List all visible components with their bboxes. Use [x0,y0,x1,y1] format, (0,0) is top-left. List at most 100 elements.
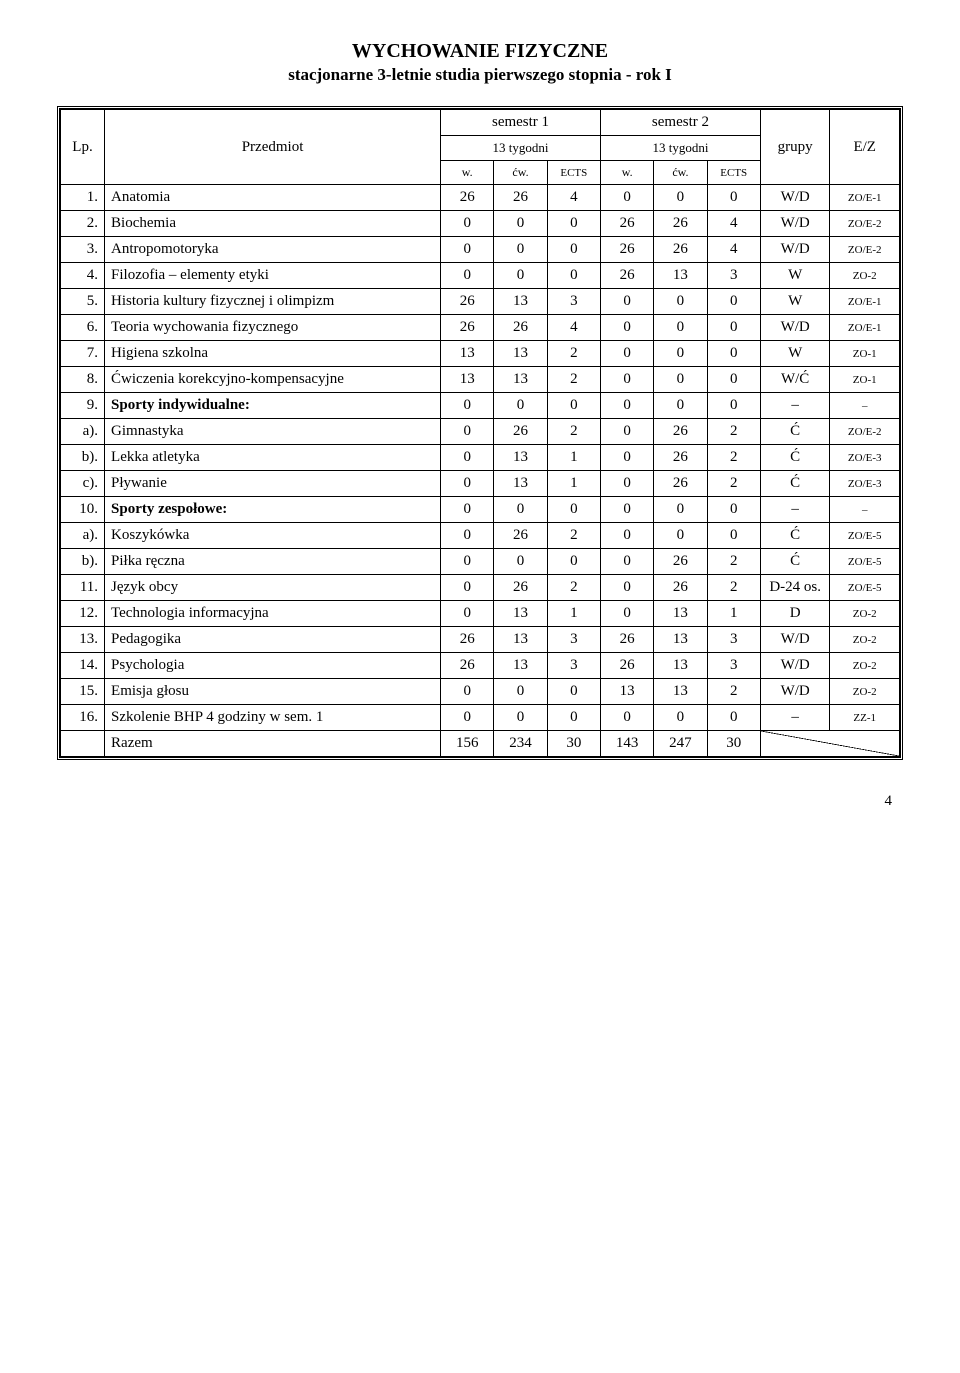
row-ez: ZO-2 [830,601,900,627]
row-grupy: Ć [760,523,830,549]
razem-lp [61,731,105,757]
row-s2-2: 2 [707,679,760,705]
row-s1-2: 1 [547,471,600,497]
row-grupy: W/D [760,237,830,263]
table-row: 16.Szkolenie BHP 4 godziny w sem. 100000… [61,705,900,731]
row-s1-1: 0 [494,679,547,705]
row-s2-1: 26 [654,549,707,575]
row-s2-1: 0 [654,185,707,211]
row-name: Higiena szkolna [105,341,441,367]
row-lp: a). [61,419,105,445]
row-s2-1: 13 [654,679,707,705]
hdr-tygodni2: 13 tygodni [600,136,760,161]
row-ez: ZO-2 [830,627,900,653]
row-s1-0: 13 [441,341,494,367]
razem-s2-0: 143 [600,731,653,757]
row-s2-0: 0 [600,367,653,393]
hdr-ects2: ECTS [707,161,760,185]
table-row: 13.Pedagogika2613326133W/DZO-2 [61,627,900,653]
row-s1-2: 4 [547,185,600,211]
row-lp: 15. [61,679,105,705]
row-lp: 3. [61,237,105,263]
row-s1-1: 13 [494,601,547,627]
hdr-w2: w. [600,161,653,185]
row-s1-2: 0 [547,705,600,731]
row-s2-0: 0 [600,185,653,211]
row-grupy: Ć [760,419,830,445]
row-s2-0: 0 [600,523,653,549]
row-s1-0: 26 [441,315,494,341]
table-row: 8.Ćwiczenia korekcyjno-kompensacyjne1313… [61,367,900,393]
razem-row: Razem 156 234 30 143 247 30 [61,731,900,757]
row-s1-2: 3 [547,289,600,315]
row-s2-1: 26 [654,471,707,497]
row-ez: ZO-1 [830,341,900,367]
row-grupy: W [760,289,830,315]
row-s1-1: 13 [494,653,547,679]
row-lp: 5. [61,289,105,315]
row-name: Język obcy [105,575,441,601]
row-s1-0: 0 [441,575,494,601]
table-row: 14.Psychologia2613326133W/DZO-2 [61,653,900,679]
row-grupy: Ć [760,445,830,471]
table-row: b).Lekka atletyka01310262ĆZO/E-3 [61,445,900,471]
table-row: 4.Filozofia – elementy etyki00026133WZO-… [61,263,900,289]
row-lp: 14. [61,653,105,679]
row-lp: 8. [61,367,105,393]
row-ez: ZO/E-3 [830,445,900,471]
row-s2-2: 0 [707,393,760,419]
row-name: Teoria wychowania fizycznego [105,315,441,341]
row-s2-1: 0 [654,497,707,523]
row-s2-0: 26 [600,627,653,653]
row-s2-2: 1 [707,601,760,627]
row-name: Piłka ręczna [105,549,441,575]
row-ez: – [830,497,900,523]
hdr-w1: w. [441,161,494,185]
row-s1-2: 0 [547,211,600,237]
row-ez: ZZ-1 [830,705,900,731]
row-s2-2: 4 [707,211,760,237]
hdr-semestr1: semestr 1 [441,110,601,136]
table-row: c).Pływanie01310262ĆZO/E-3 [61,471,900,497]
row-s2-1: 0 [654,289,707,315]
row-ez: ZO/E-2 [830,419,900,445]
row-ez: ZO-2 [830,263,900,289]
hdr-przedmiot: Przedmiot [105,110,441,185]
row-name: Filozofia – elementy etyki [105,263,441,289]
row-ez: ZO/E-5 [830,575,900,601]
row-s2-0: 0 [600,315,653,341]
row-s2-2: 0 [707,367,760,393]
row-s1-0: 0 [441,549,494,575]
row-s2-0: 0 [600,705,653,731]
row-lp: c). [61,471,105,497]
row-s1-0: 0 [441,497,494,523]
row-s2-0: 0 [600,341,653,367]
row-s2-2: 3 [707,263,760,289]
row-name: Biochemia [105,211,441,237]
row-s1-0: 26 [441,185,494,211]
row-grupy: W [760,263,830,289]
row-lp: 2. [61,211,105,237]
table-row: 5.Historia kultury fizycznej i olimpizm2… [61,289,900,315]
row-lp: 6. [61,315,105,341]
row-grupy: D-24 os. [760,575,830,601]
row-ez: – [830,393,900,419]
row-lp: 16. [61,705,105,731]
row-s2-2: 0 [707,497,760,523]
hdr-cw1: ćw. [494,161,547,185]
hdr-ez: E/Z [830,110,900,185]
row-s2-2: 2 [707,575,760,601]
row-s1-0: 0 [441,445,494,471]
row-s2-2: 3 [707,653,760,679]
row-name: Koszykówka [105,523,441,549]
row-grupy: W/D [760,627,830,653]
row-lp: 7. [61,341,105,367]
table-row: 9.Sporty indywidualne:000000–– [61,393,900,419]
row-name: Emisja głosu [105,679,441,705]
row-grupy: – [760,705,830,731]
row-s2-0: 0 [600,549,653,575]
row-s1-2: 2 [547,575,600,601]
row-s1-1: 0 [494,549,547,575]
row-grupy: W [760,341,830,367]
row-s2-0: 0 [600,575,653,601]
